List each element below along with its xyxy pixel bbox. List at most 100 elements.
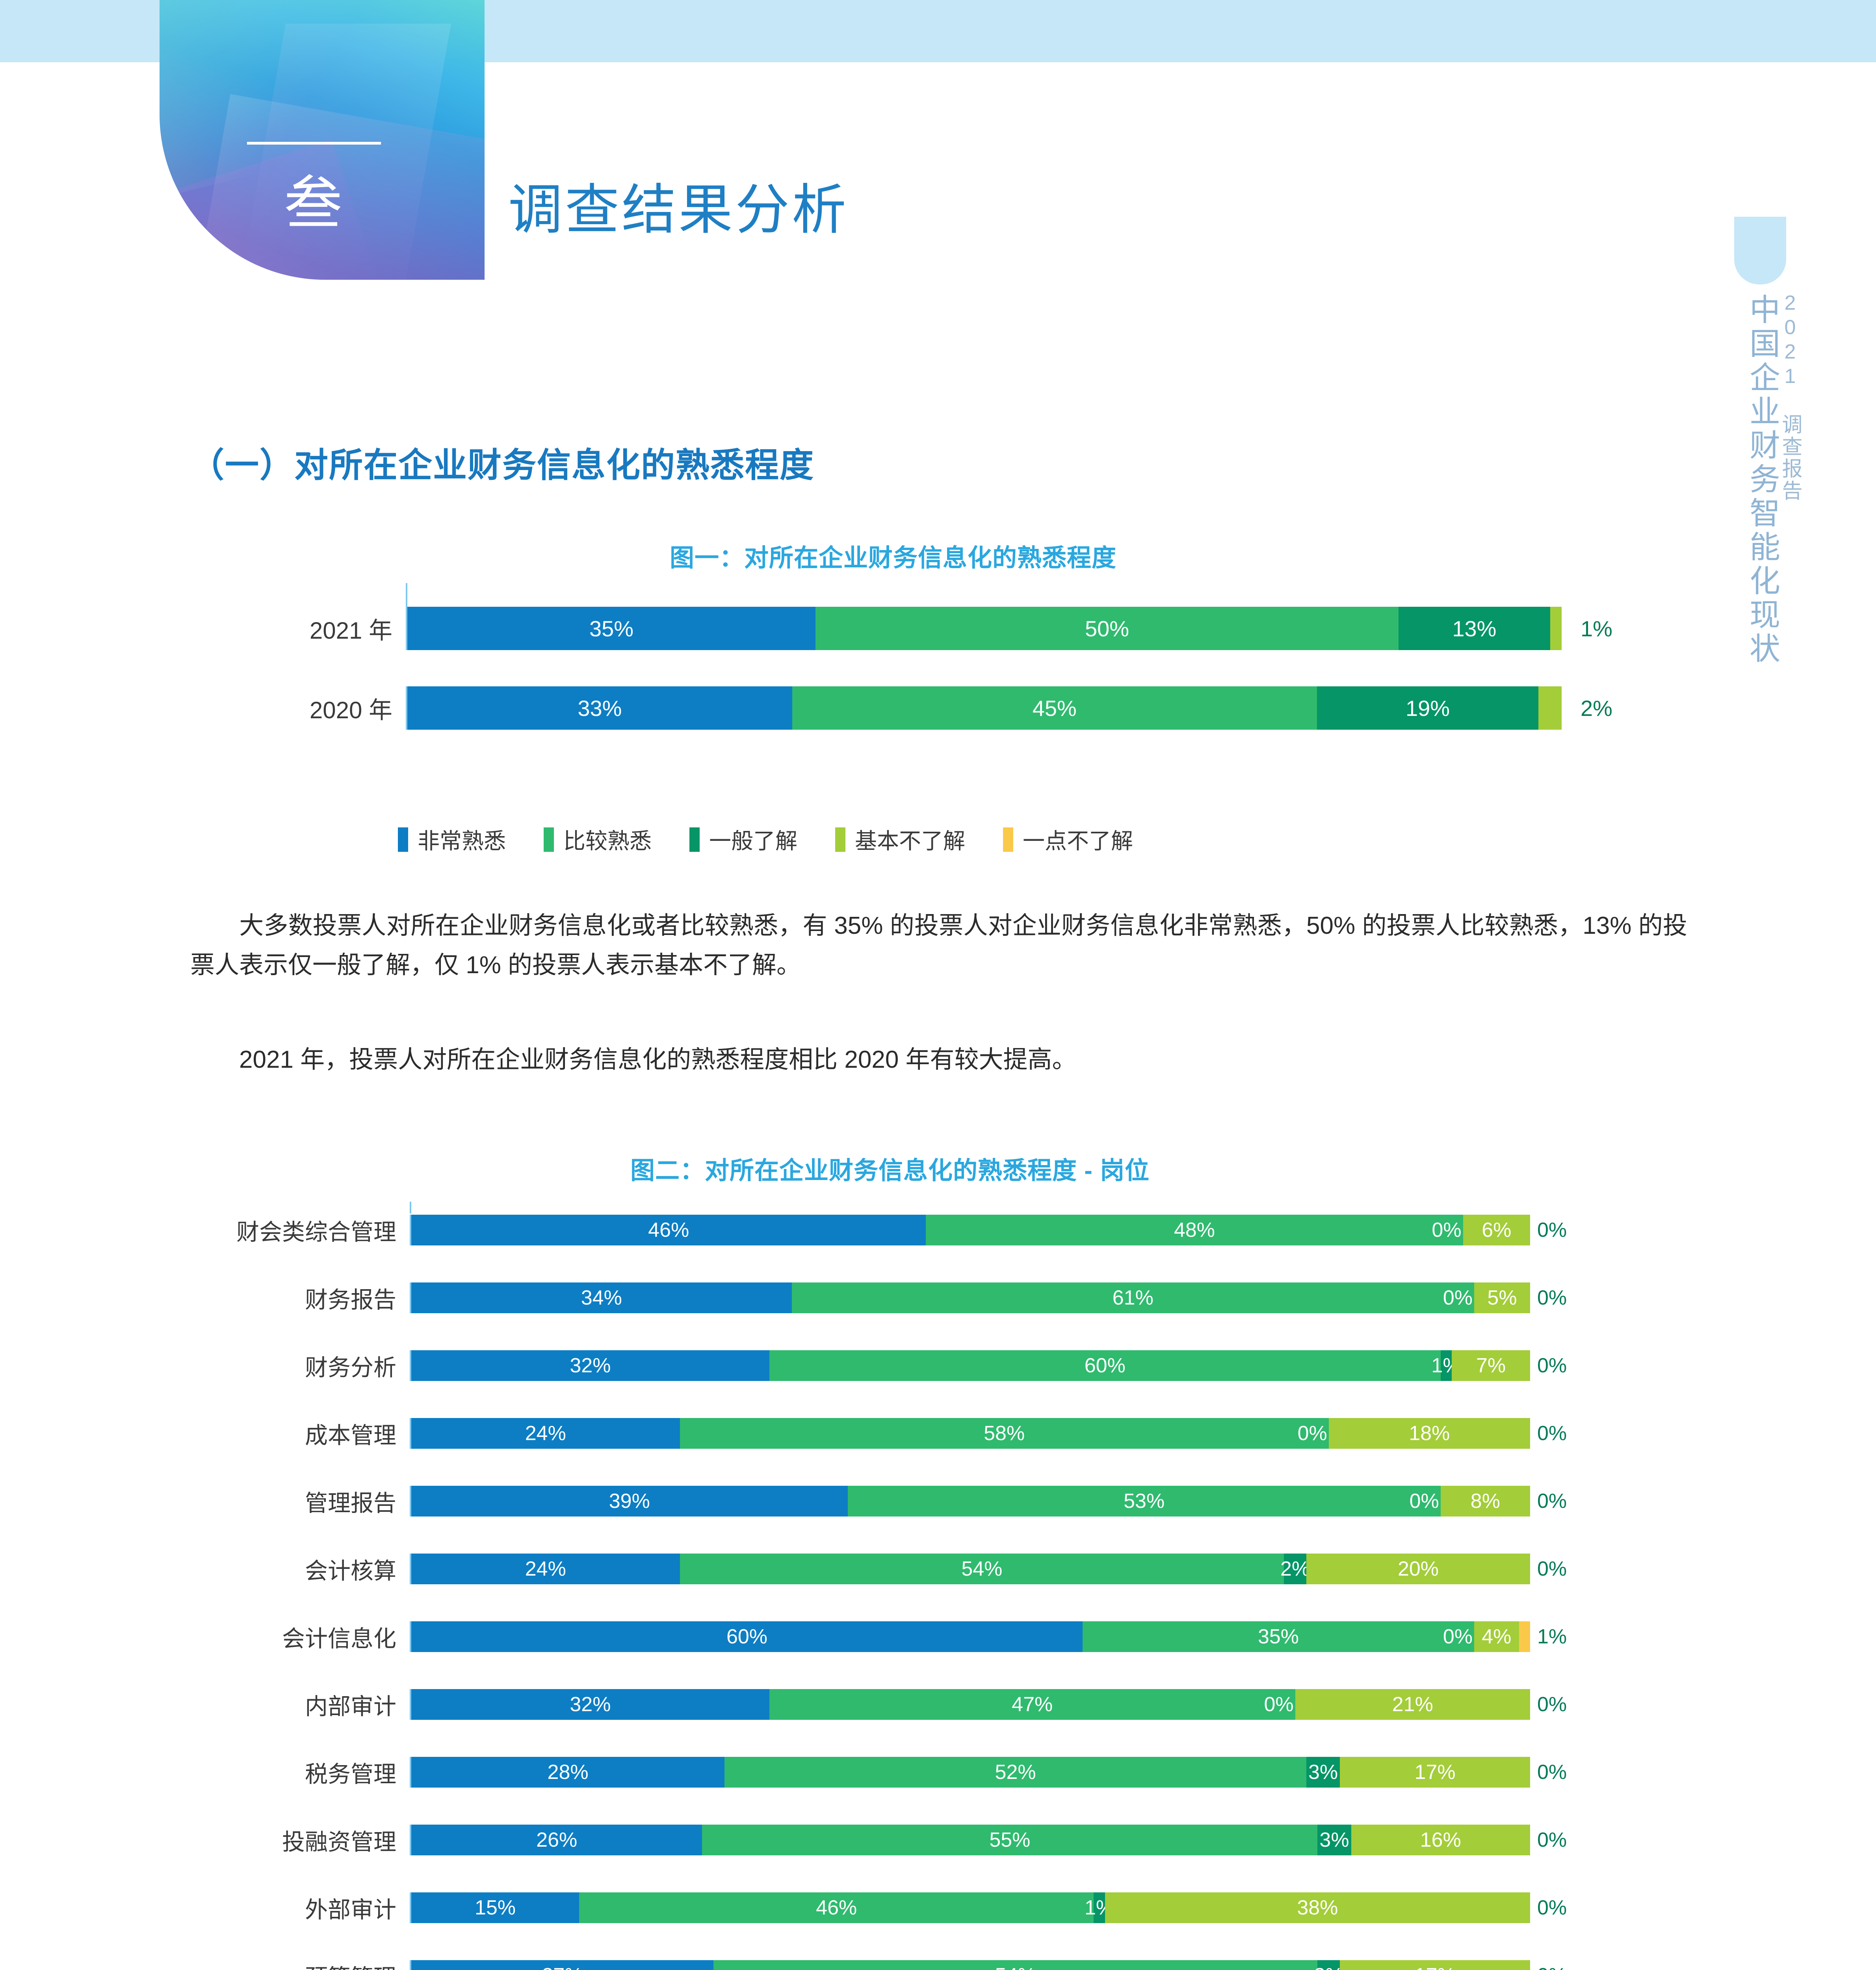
- chart-bar-segment: [1519, 1621, 1530, 1652]
- chart-row-label: 管理报告: [305, 1491, 396, 1516]
- figure1-rows: 2021 年 35% 50% 13% 1% 2020 年 33% 45% 19% 2%: [252, 583, 1655, 730]
- chart-bar-segment: 34%: [411, 1282, 792, 1313]
- legend-label: 非常熟悉: [418, 829, 506, 853]
- chart-bar-segment: 15%: [411, 1892, 579, 1923]
- chart-bar-segment: 46%: [411, 1215, 926, 1245]
- figure2-caption: 图二：对所在企业财务信息化的熟悉程度 - 岗位: [630, 1157, 1150, 1184]
- legend-swatch-icon: [689, 827, 700, 852]
- chapter-number-rule: [247, 142, 381, 145]
- chart-bar-segment: 28%: [411, 1757, 725, 1788]
- chart-row-label: 财务分析: [305, 1355, 396, 1381]
- chart-row-label: 会计核算: [305, 1558, 396, 1584]
- chart-bar-tail-value: 2%: [1581, 695, 1612, 721]
- chart-bar-segment: 58%: [680, 1418, 1329, 1449]
- figure2-chart: 财会类综合管理 46% 48% 0% 6% 0% 财务报告 34% 61% 0% 5% 0% 财务分析 3…: [173, 1202, 1655, 1970]
- chart-row: 会计核算 24% 54% 2% 20% 0%: [173, 1552, 1655, 1585]
- paragraph-1-text: 大多数投票人对所在企业财务信息化或者比较熟悉，有 35% 的投票人对企业财务信息…: [190, 912, 1687, 979]
- spine-report-title: 中国企业财务智能化现状: [1745, 294, 1780, 666]
- legend-item: 比较熟悉: [544, 823, 652, 855]
- chart-bar-segment: [1538, 686, 1562, 730]
- chart-segment-value: 0%: [1409, 1490, 1439, 1513]
- chart-row: 财务分析 32% 60% 1% 7% 0%: [173, 1349, 1655, 1382]
- chart-bar-segment: 24%: [411, 1418, 680, 1449]
- chart-row-label: 外部审计: [305, 1897, 396, 1923]
- chart-row: 内部审计 32% 47% 0% 21% 0%: [173, 1688, 1655, 1721]
- figure1-caption: 图一：对所在企业财务信息化的熟悉程度: [670, 545, 1117, 572]
- chart-row-label: 成本管理: [305, 1423, 396, 1448]
- chart-row: 2021 年 35% 50% 13% 1%: [252, 607, 1655, 650]
- chart-row-bars: 28% 52% 3% 17%: [410, 1757, 1530, 1788]
- chart-row-bars: 46% 48% 0% 6%: [410, 1215, 1530, 1245]
- chart-bar-segment: 47%: [769, 1689, 1295, 1720]
- chart-bar-segment: 38%: [1105, 1892, 1530, 1923]
- chart-bar-segment: 32%: [411, 1689, 769, 1720]
- chart-row-label: 财会类综合管理: [236, 1219, 396, 1245]
- legend-swatch-icon: [835, 827, 845, 852]
- chart-segment-value: 0%: [1264, 1693, 1294, 1716]
- chart-row: 外部审计 15% 46% 1% 38% 0%: [173, 1891, 1655, 1924]
- chart-segment-value: 0%: [1443, 1625, 1473, 1648]
- chart-bar-segment: 45%: [792, 686, 1317, 730]
- chart-row-bars: 27%54%2%17%: [410, 1960, 1530, 1970]
- chart-bar-segment: 2%: [1314, 1960, 1343, 1970]
- legend-item: 基本不了解: [835, 823, 965, 855]
- chart-bar-segment: 55%: [702, 1825, 1318, 1855]
- chart-bar-segment: 52%: [724, 1757, 1306, 1788]
- section-heading: （一）对所在企业财务信息化的熟悉程度: [190, 446, 814, 484]
- chart-bar-segment: 33%: [407, 686, 792, 730]
- chart-bar-tail-value: 0%: [1537, 1761, 1567, 1784]
- chart-bar-segment: 17%: [1340, 1960, 1530, 1970]
- chart-row-bars: 15% 46% 1% 38%: [410, 1892, 1530, 1923]
- chart-row-label: 会计信息化: [282, 1626, 396, 1652]
- chart-bar-segment: 39%: [411, 1486, 848, 1517]
- chart-bar-segment: 50%: [815, 607, 1399, 650]
- legend-label: 比较熟悉: [563, 829, 652, 853]
- chart-bar-segment: 3%: [1317, 1825, 1351, 1855]
- chart-row-bars: 60% 35% 0% 4%: [410, 1621, 1530, 1652]
- chart-bar-segment: 3%: [1306, 1757, 1340, 1788]
- legend-swatch-icon: [1003, 827, 1013, 852]
- chart-row-label: 税务管理: [305, 1762, 396, 1787]
- chart-bar-segment: 32%: [411, 1350, 769, 1381]
- legend-label: 一般了解: [709, 829, 797, 853]
- legend-label: 一点不了解: [1023, 829, 1133, 853]
- chart-bar-tail-value: 0%: [1537, 1557, 1567, 1580]
- legend-label: 基本不了解: [855, 829, 965, 853]
- chart-row: 财会类综合管理 46% 48% 0% 6% 0%: [173, 1214, 1655, 1247]
- chart-bar-tail-value: 0%: [1537, 1354, 1567, 1377]
- chart-bar-segment: 1%: [1431, 1350, 1461, 1381]
- chart-bar-segment: 5%: [1474, 1282, 1530, 1313]
- chart-row: 财务报告 34% 61% 0% 5% 0%: [173, 1281, 1655, 1314]
- chart-bar-segment: 61%: [791, 1282, 1474, 1313]
- figure1-legend: 非常熟悉 比较熟悉 一般了解 基本不了解 一点不了解: [398, 823, 1171, 855]
- spine-report-year: 2021 调查报告: [1779, 292, 1802, 502]
- chart-bar-tail-value: 0%: [1537, 1693, 1567, 1716]
- chart-row: 预算管理27%54%2%17%0%: [173, 1959, 1655, 1970]
- chart-bar-tail-value: 0%: [1537, 1219, 1567, 1241]
- chart-bar-segment: 1%: [1085, 1892, 1114, 1923]
- chart-bar-segment: 13%: [1399, 607, 1550, 650]
- figure2-rows: 财会类综合管理 46% 48% 0% 6% 0% 财务报告 34% 61% 0% 5% 0% 财务分析 3…: [173, 1202, 1655, 1970]
- chapter-title: 调查结果分析: [508, 180, 849, 240]
- chart-bar-segment: 21%: [1295, 1689, 1530, 1720]
- chart-axis-line: [410, 1202, 411, 1214]
- chart-bar-segment: 54%: [680, 1554, 1284, 1584]
- chart-segment-value: 0%: [1443, 1286, 1473, 1309]
- chapter-hero-graphic: 叁: [160, 0, 485, 280]
- chart-axis-line: [406, 583, 407, 607]
- chart-row-label: 2021 年: [309, 617, 392, 644]
- chart-bar-segment: 60%: [411, 1621, 1083, 1652]
- hero-facet-a: [238, 24, 451, 280]
- chart-row-bars: 35% 50% 13%: [406, 607, 1573, 650]
- chart-bar-tail-value: 1%: [1581, 616, 1612, 641]
- chart-bar-segment: 48%: [926, 1215, 1463, 1245]
- chart-bar-tail-value: 0%: [1537, 1490, 1567, 1513]
- chart-bar-segment: 8%: [1440, 1486, 1530, 1517]
- chart-bar-segment: 7%: [1452, 1350, 1530, 1381]
- chart-row-bars: 24% 58% 0% 18%: [410, 1418, 1530, 1449]
- chart-bar-segment: 26%: [411, 1825, 702, 1855]
- chart-row-bars: 26% 55% 3% 16%: [410, 1825, 1530, 1855]
- legend-swatch-icon: [544, 827, 554, 852]
- chart-row: 投融资管理 26% 55% 3% 16% 0%: [173, 1823, 1655, 1857]
- chart-bar-segment: 35%: [407, 607, 815, 650]
